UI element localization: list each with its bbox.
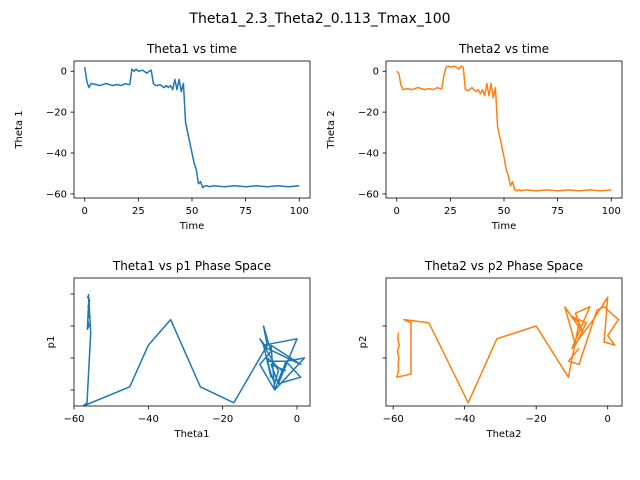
chart-title: Theta1 vs time: [146, 42, 237, 56]
y-tick-label: −60: [46, 189, 67, 200]
y-axis-label: Theta 1: [14, 110, 25, 149]
y-tick-label: −20: [358, 108, 379, 119]
y-axis-label: Theta 2: [326, 110, 337, 149]
panel-theta1-vs-time: 0 25 50 75 100 0 −20 −40 −60 Theta1 vs time Time Th…: [14, 42, 311, 232]
x-tick-label: 25: [132, 206, 145, 217]
chart-title: Theta1 vs p1 Phase Space: [112, 259, 271, 273]
x-tick-label: 50: [498, 206, 511, 217]
x-tick-label: −40: [454, 414, 475, 425]
panel-theta2-vs-time: 0 25 50 75 100 0 −20 −40 −60 Theta2 vs time Time Th…: [326, 42, 623, 232]
x-tick-label: 100: [602, 206, 621, 217]
x-tick-label: −60: [383, 414, 404, 425]
series-line: [396, 65, 612, 192]
x-tick-label: 0: [82, 206, 88, 217]
chart-title: Theta2 vs p2 Phase Space: [424, 259, 583, 273]
x-tick-label: 50: [186, 206, 199, 217]
x-axis-label: Theta1: [173, 429, 209, 440]
chart-title: Theta2 vs time: [458, 42, 549, 56]
series-line: [395, 296, 620, 404]
y-axis-label: p2: [358, 336, 369, 349]
axes-frame: [385, 60, 623, 199]
panel-theta2-phase-space: −60 −40 −20 0 Theta2 vs p2 Phase Space Theta2…: [358, 259, 623, 440]
x-tick-label: 0: [605, 414, 611, 425]
series-line: [83, 67, 300, 189]
x-axis-label: Time: [491, 221, 516, 232]
x-tick-label: −20: [526, 414, 547, 425]
x-tick-label: −60: [63, 414, 84, 425]
x-tick-label: 100: [290, 206, 309, 217]
x-axis-label: Time: [179, 221, 204, 232]
y-tick-label: −60: [358, 189, 379, 200]
x-tick-label: −40: [138, 414, 159, 425]
axes-frame: [73, 277, 311, 407]
x-tick-label: 0: [394, 206, 400, 217]
x-tick-label: 0: [294, 414, 300, 425]
x-axis-label: Theta2: [485, 429, 521, 440]
x-tick-label: 75: [239, 206, 252, 217]
series-line: [82, 293, 306, 406]
y-tick-label: 0: [61, 67, 67, 78]
panel-theta1-phase-space: −60 −40 −20 0 Theta1 vs p1 Phase Space Theta1…: [46, 259, 311, 440]
y-axis-label: p1: [46, 336, 57, 349]
figure-suptitle: Theta1_2.3_Theta2_0.113_Tmax_100: [188, 11, 450, 27]
axes-frame: [385, 277, 623, 407]
x-tick-label: 75: [551, 206, 564, 217]
y-tick-label: −40: [358, 149, 379, 160]
x-tick-label: 25: [444, 206, 457, 217]
x-tick-label: −20: [212, 414, 233, 425]
y-tick-label: 0: [373, 67, 379, 78]
y-tick-label: −40: [46, 149, 67, 160]
y-tick-label: −20: [46, 108, 67, 119]
axes-frame: [73, 60, 311, 199]
